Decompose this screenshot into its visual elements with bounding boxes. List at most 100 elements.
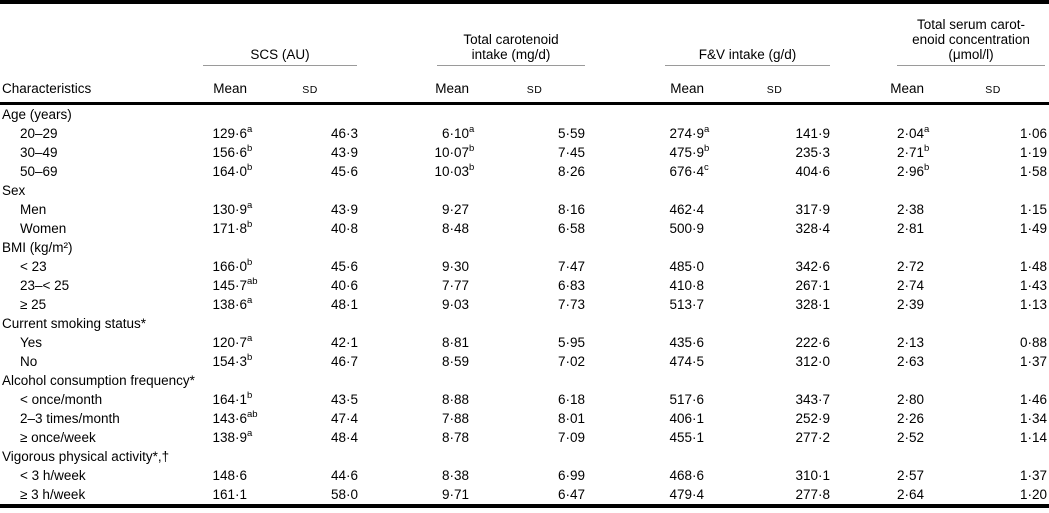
superscript-slot: b bbox=[247, 219, 260, 238]
cell-value: 1·15 bbox=[1020, 202, 1048, 217]
cell-value: 222·6 bbox=[795, 335, 831, 350]
cell-scs-mean: 161·1 bbox=[190, 485, 260, 506]
cell-value: 235·3 bbox=[795, 145, 831, 160]
row-label: 23–< 25 bbox=[20, 278, 70, 293]
cell-fv-mean: 435·6 bbox=[587, 333, 717, 352]
cell-tci-mean: 8·59 bbox=[360, 352, 482, 371]
table-body: Age (years) 20–29 129·6a 46·3 6·10a 5·59 274·9… bbox=[0, 104, 1049, 507]
cell-fv-mean: 274·9a bbox=[587, 124, 717, 143]
cell-scs-mean: 138·9a bbox=[190, 428, 260, 447]
cell-value: 138·6 bbox=[212, 297, 247, 312]
cell-value: 42·1 bbox=[330, 335, 359, 350]
cell-value: 1·46 bbox=[1020, 392, 1048, 407]
row-label: < 3 h/week bbox=[20, 468, 86, 483]
cell-tsc-sd: 1·48 bbox=[937, 257, 1049, 276]
cell-tci-mean: 8·48 bbox=[360, 219, 482, 238]
cell-value: 43·9 bbox=[330, 202, 359, 217]
cell-fv-mean: 410·8 bbox=[587, 276, 717, 295]
cell-value: 2·04 bbox=[897, 126, 925, 141]
cell-value: 43·5 bbox=[330, 392, 359, 407]
superscript-slot: a bbox=[247, 333, 260, 352]
cell-scs-mean: 164·1b bbox=[190, 390, 260, 409]
cell-scs-mean: 129·6a bbox=[190, 124, 260, 143]
table-row: < once/month 164·1b 43·5 8·88 6·18 517·6 343·7… bbox=[0, 390, 1049, 409]
cell-scs-mean: 138·6a bbox=[190, 295, 260, 314]
cell-value: 1·19 bbox=[1020, 145, 1048, 160]
cell-scs-sd: 40·6 bbox=[260, 276, 360, 295]
cell-tsc-sd: 1·43 bbox=[937, 276, 1049, 295]
cell-value: 406·1 bbox=[669, 411, 705, 426]
cell-scs-mean: 143·6ab bbox=[190, 409, 260, 428]
cell-value: 7·09 bbox=[557, 430, 586, 445]
significance-superscript: a bbox=[247, 294, 253, 306]
cell-fv-mean: 468·6 bbox=[587, 466, 717, 485]
cell-value: 328·4 bbox=[795, 221, 831, 236]
cell-tci-sd: 6·18 bbox=[482, 390, 587, 409]
cell-tci-sd: 7·09 bbox=[482, 428, 587, 447]
cell-value: 45·6 bbox=[330, 164, 359, 179]
section-label: Age (years) bbox=[2, 107, 72, 122]
cell-tci-mean: 6·10a bbox=[360, 124, 482, 143]
cell-tci-mean: 8·81 bbox=[360, 333, 482, 352]
section-label: Alcohol consumption frequency* bbox=[2, 373, 195, 388]
cell-tsc-mean: 2·64 bbox=[832, 485, 937, 506]
row-label: 2–3 times/month bbox=[20, 411, 120, 426]
cell-fv-sd: 277·8 bbox=[717, 485, 832, 506]
cell-value: 462·4 bbox=[669, 202, 705, 217]
cell-fv-sd: 235·3 bbox=[717, 143, 832, 162]
cell-tci-mean: 9·27 bbox=[360, 200, 482, 219]
cell-scs-sd: 43·9 bbox=[260, 200, 360, 219]
group-carotenoid-intake-label-line1: Total carotenoid bbox=[463, 32, 559, 47]
cell-value: 154·3 bbox=[212, 354, 247, 369]
superscript-slot: b bbox=[247, 162, 260, 181]
cell-value: 10·07 bbox=[434, 145, 470, 160]
cell-fv-mean: 475·9b bbox=[587, 143, 717, 162]
cell-value: 7·73 bbox=[557, 297, 586, 312]
cell-value: 6·47 bbox=[557, 487, 586, 502]
cell-tsc-mean: 2·13 bbox=[832, 333, 937, 352]
cell-value: 1·20 bbox=[1020, 487, 1048, 502]
cell-tsc-mean: 2·57 bbox=[832, 466, 937, 485]
cell-fv-mean: 676·4c bbox=[587, 162, 717, 181]
cell-value: 47·4 bbox=[330, 411, 359, 426]
cell-tci-sd: 8·16 bbox=[482, 200, 587, 219]
cell-tsc-sd: 1·13 bbox=[937, 295, 1049, 314]
group-serum-concentration-rule: Total serum carot- enoid concentration (… bbox=[897, 17, 1046, 66]
significance-superscript: b bbox=[924, 142, 930, 154]
cell-value: 2·96 bbox=[897, 164, 925, 179]
cell-value: 156·6 bbox=[212, 145, 247, 160]
cell-value: 2·52 bbox=[897, 430, 925, 445]
cell-tsc-mean: 2·80 bbox=[832, 390, 937, 409]
cell-value: 1·49 bbox=[1020, 221, 1048, 236]
cell-tci-mean: 9·71 bbox=[360, 485, 482, 506]
cell-fv-sd: 328·1 bbox=[717, 295, 832, 314]
significance-superscript: a bbox=[247, 332, 253, 344]
cell-scs-mean: 120·7a bbox=[190, 333, 260, 352]
cell-value: 1·37 bbox=[1020, 354, 1048, 369]
cell-value: 410·8 bbox=[669, 278, 705, 293]
cell-value: 58·0 bbox=[330, 487, 359, 502]
group-carotenoid-intake-label-line2: intake (mg/d) bbox=[471, 47, 551, 62]
cell-value: 164·1 bbox=[212, 392, 247, 407]
superscript-slot: ab bbox=[247, 409, 260, 428]
section-label: Current smoking status* bbox=[2, 316, 147, 331]
row-label: 20–29 bbox=[20, 126, 58, 141]
significance-superscript: a bbox=[704, 123, 710, 135]
superscript-slot: b bbox=[469, 143, 482, 162]
group-fv-intake-rule: F&V intake (g/d) bbox=[665, 47, 831, 66]
cell-value: 129·6 bbox=[212, 126, 247, 141]
group-header-serum-concentration: Total serum carot- enoid concentration (… bbox=[832, 2, 1049, 66]
cell-tci-sd: 6·58 bbox=[482, 219, 587, 238]
cell-value: 6·99 bbox=[557, 468, 586, 483]
cell-tsc-sd: 1·19 bbox=[937, 143, 1049, 162]
cell-value: 2·39 bbox=[897, 297, 925, 312]
cell-value: 48·1 bbox=[330, 297, 359, 312]
cell-value: 513·7 bbox=[669, 297, 705, 312]
serum-concentration-mean-header: Mean bbox=[832, 66, 938, 105]
cell-value: 8·48 bbox=[441, 221, 470, 236]
cell-value: 1·13 bbox=[1020, 297, 1048, 312]
cell-tci-mean: 8·78 bbox=[360, 428, 482, 447]
superscript-slot: b bbox=[247, 390, 260, 409]
cell-scs-sd: 48·4 bbox=[260, 428, 360, 447]
